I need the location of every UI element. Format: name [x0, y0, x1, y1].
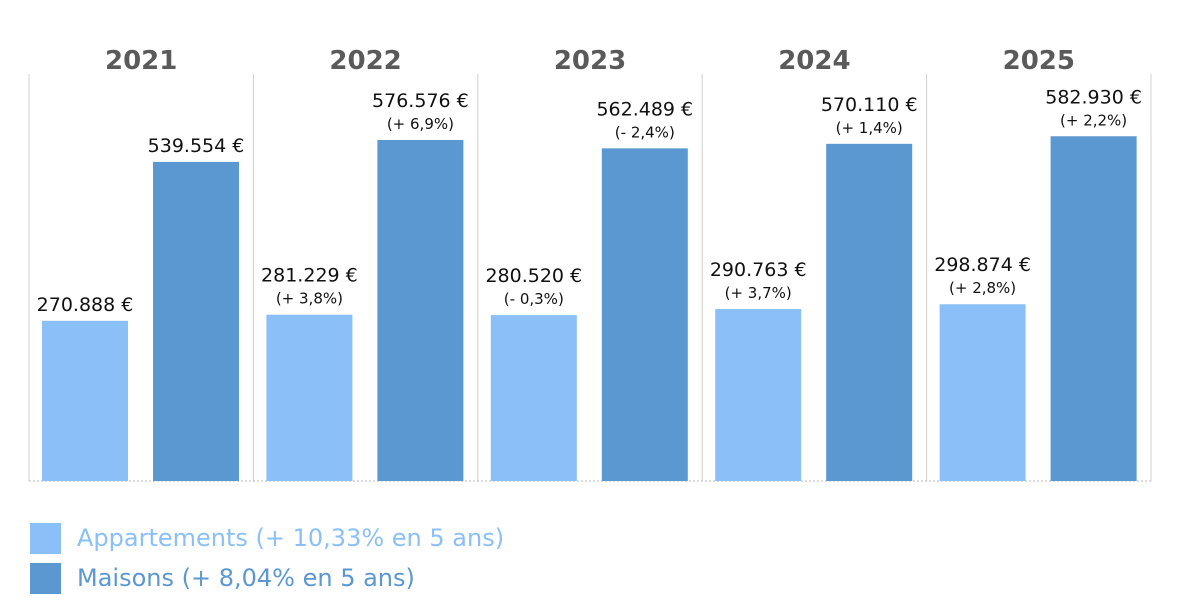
- year-label-2024: 2024: [778, 46, 850, 76]
- bar-maisons-2024: [826, 143, 913, 482]
- value-label: 281.229 €: [261, 265, 358, 287]
- legend: Appartements (+ 10,33% en 5 ans) Maisons…: [30, 518, 504, 598]
- value-label: 298.874 €: [934, 254, 1031, 276]
- bar-appartements-2023: [490, 315, 577, 481]
- value-label: 576.576 €: [372, 90, 469, 112]
- change-label: (+ 6,9%): [387, 115, 454, 133]
- year-label-2025: 2025: [1003, 46, 1075, 76]
- legend-label-appartements: Appartements (+ 10,33% en 5 ans): [77, 524, 505, 552]
- value-label: 570.110 €: [821, 94, 918, 116]
- value-label: 270.888 €: [37, 294, 134, 316]
- bar-chart: 2021 270.888 € 539.554 € 2022 281.229 € (+ 3,…: [28, 46, 1152, 482]
- year-label-2023: 2023: [554, 46, 626, 76]
- change-label: (- 2,4%): [615, 123, 675, 141]
- change-label: (+ 3,8%): [276, 290, 343, 308]
- bar-maisons-2021: [153, 161, 239, 482]
- value-label: 539.554 €: [148, 135, 245, 157]
- year-label-2022: 2022: [329, 46, 401, 76]
- bar-maisons-2022: [377, 140, 464, 481]
- bar-maisons-2023: [601, 148, 688, 481]
- legend-swatch-appartements: [30, 522, 61, 554]
- change-label: (- 0,3%): [504, 290, 564, 308]
- bar-appartements-2021: [42, 320, 128, 481]
- bar-appartements-2025: [939, 304, 1026, 481]
- legend-swatch-maisons: [30, 562, 61, 594]
- change-label: (+ 2,8%): [949, 279, 1016, 297]
- change-label: (+ 1,4%): [836, 119, 903, 137]
- value-label: 290.763 €: [710, 259, 807, 281]
- legend-item-appartements: Appartements (+ 10,33% en 5 ans): [30, 518, 504, 558]
- value-label: 280.520 €: [485, 265, 582, 287]
- legend-item-maisons: Maisons (+ 8,04% en 5 ans): [30, 558, 504, 598]
- bar-appartements-2022: [266, 314, 353, 481]
- bar-appartements-2024: [715, 309, 802, 481]
- change-label: (+ 2,2%): [1060, 111, 1127, 129]
- legend-label-maisons: Maisons (+ 8,04% en 5 ans): [77, 564, 415, 592]
- year-label-2021: 2021: [105, 46, 177, 76]
- bar-maisons-2025: [1050, 136, 1137, 482]
- value-label: 562.489 €: [596, 98, 693, 120]
- change-label: (+ 3,7%): [725, 284, 792, 302]
- value-label: 582.930 €: [1045, 86, 1142, 108]
